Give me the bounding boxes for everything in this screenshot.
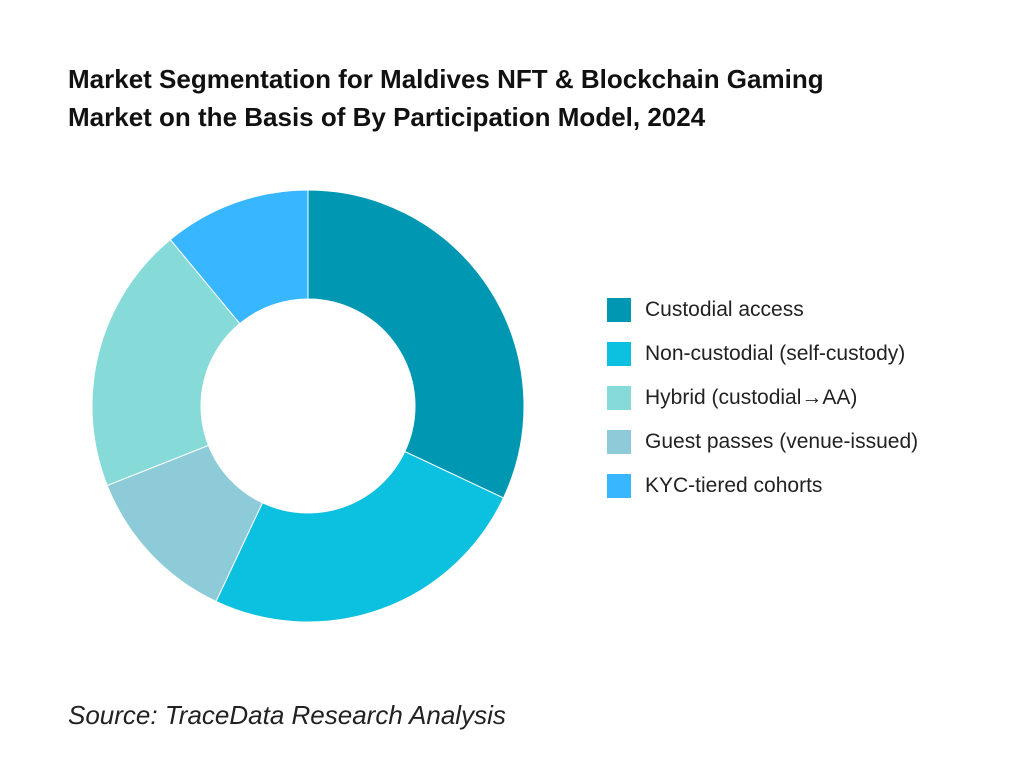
donut-slice-1 [307,189,525,499]
legend-swatch [607,298,631,322]
chart-title-line-2: Market on the Basis of By Participation … [68,102,706,132]
legend-swatch [607,474,631,498]
legend-label: Custodial access [645,298,804,321]
legend-swatch [607,386,631,410]
donut-slice-3 [91,238,241,487]
legend-label: KYC-tiered cohorts [645,474,823,497]
legend-item-non-custodial: Non-custodial (self-custody) [607,332,918,376]
donut-slice-5 [169,189,309,325]
legend-item-kyc-tiered-cohorts: KYC-tiered cohorts [607,464,918,508]
legend-swatch [607,342,631,366]
source-note: Source: TraceData Research Analysis [68,700,506,730]
donut-slices [91,189,525,623]
legend-item-hybrid: Hybrid (custodial→AA) [607,376,918,420]
chart-title-line-1: Market Segmentation for Maldives NFT & B… [68,64,824,94]
legend-label: Non-custodial (self-custody) [645,342,906,365]
legend-label: Hybrid (custodial→AA) [645,386,858,409]
legend-swatch [607,430,631,454]
donut-slice-2 [215,450,505,623]
chart-legend: Custodial access Non-custodial (self-cus… [607,288,918,508]
legend-item-guest-passes: Guest passes (venue-issued) [607,420,918,464]
chart-title: Market Segmentation for Maldives NFT & B… [68,60,968,136]
legend-item-custodial-access: Custodial access [607,288,918,332]
legend-label: Guest passes (venue-issued) [645,430,919,453]
